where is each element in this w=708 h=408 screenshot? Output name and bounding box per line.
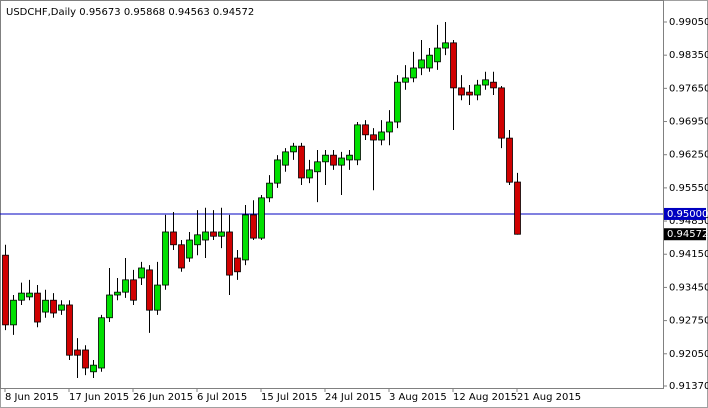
candle-body (426, 54, 433, 69)
candle-body (98, 317, 105, 369)
candle-body (146, 269, 153, 311)
candle-body (178, 244, 185, 269)
candle-body (434, 47, 441, 63)
candle-body (338, 157, 345, 166)
candle-body (170, 231, 177, 246)
candle-body (370, 134, 377, 141)
candle-body (274, 159, 281, 184)
candle-body (218, 231, 225, 237)
candle-body (322, 154, 329, 163)
y-tick-label: 0.92050 (669, 349, 708, 360)
candle-body (34, 292, 41, 323)
candle-body (106, 294, 113, 319)
candle-body (210, 231, 217, 237)
candle-body (234, 257, 241, 273)
y-tick-label: 0.96250 (669, 150, 708, 161)
x-tick-label: 21 Aug 2015 (517, 392, 581, 403)
candle-body (418, 59, 425, 69)
candle-body (458, 87, 465, 96)
candle-body (298, 145, 305, 179)
candle-body (258, 197, 265, 239)
y-tick-label: 0.98350 (669, 50, 708, 61)
candle-body (10, 299, 17, 326)
candle-body (90, 364, 97, 373)
candle-body (282, 151, 289, 166)
candle-body (442, 42, 449, 49)
y-tick-label: 0.94150 (669, 249, 708, 260)
candle-body (474, 84, 481, 96)
candle-body (514, 181, 521, 235)
candle-body (242, 214, 249, 261)
candle-body (314, 161, 321, 173)
candle-body (402, 77, 409, 83)
candle-body (74, 349, 81, 356)
candle-body (154, 284, 161, 311)
candle-body (306, 169, 313, 179)
candle-body (410, 67, 417, 79)
candle-body (130, 279, 137, 301)
candle-body (194, 234, 201, 246)
y-tick-label: 0.92750 (669, 316, 708, 327)
x-tick-label: 8 Jun 2015 (5, 392, 59, 403)
y-tick-label: 0.94850 (669, 216, 708, 227)
y-tick-label: 0.96950 (669, 117, 708, 128)
candle-body (362, 124, 369, 136)
candle-body (82, 349, 89, 369)
x-tick-label: 24 Jul 2015 (325, 392, 382, 403)
level-label: 0.95000 (667, 209, 708, 220)
y-tick-label: 0.91370 (669, 381, 708, 392)
candle-body (202, 231, 209, 241)
candle-body (26, 292, 33, 298)
candle-body (122, 279, 129, 293)
x-tick-label: 15 Jul 2015 (261, 392, 318, 403)
candle-body (466, 91, 473, 96)
chart-title: USDCHF,Daily 0.95673 0.95868 0.94563 0.9… (6, 7, 254, 18)
candle-body (66, 304, 73, 356)
candle-body (186, 239, 193, 259)
candle-body (386, 121, 393, 133)
x-tick-label: 17 Jun 2015 (69, 392, 129, 403)
candle-body (506, 137, 513, 183)
candle-body (162, 231, 169, 286)
plot-area (0, 0, 664, 389)
candle-body (330, 154, 337, 166)
candle-body (138, 267, 145, 279)
y-tick-label: 0.99050 (669, 17, 708, 28)
candle-body (266, 182, 273, 199)
candle-body (498, 87, 505, 139)
candle-body (378, 131, 385, 141)
last-price-box (664, 228, 706, 241)
candle-body (50, 299, 57, 314)
candle-body (394, 81, 401, 123)
y-tick-label: 0.97650 (669, 83, 708, 94)
candle-body (42, 299, 49, 313)
candle-body (290, 145, 297, 153)
x-tick-label: 6 Jul 2015 (197, 392, 247, 403)
x-tick-label: 26 Jun 2015 (133, 392, 193, 403)
candle-body (2, 254, 9, 326)
candle-body (450, 42, 457, 89)
level-box (664, 207, 706, 220)
candle-body (354, 124, 361, 161)
candle-body (58, 304, 65, 311)
candle-body (346, 154, 353, 161)
candle-body (482, 79, 489, 86)
candle-body (250, 214, 257, 239)
x-tick-label: 12 Aug 2015 (453, 392, 517, 403)
x-tick-label: 3 Aug 2015 (389, 392, 447, 403)
last-price-label: 0.94572 (667, 229, 708, 240)
y-tick-label: 0.93450 (669, 282, 708, 293)
candle-body (226, 231, 233, 276)
candle-body (18, 292, 25, 301)
candle-body (114, 291, 121, 296)
y-tick-label: 0.95550 (669, 183, 708, 194)
candle-body (490, 81, 497, 89)
